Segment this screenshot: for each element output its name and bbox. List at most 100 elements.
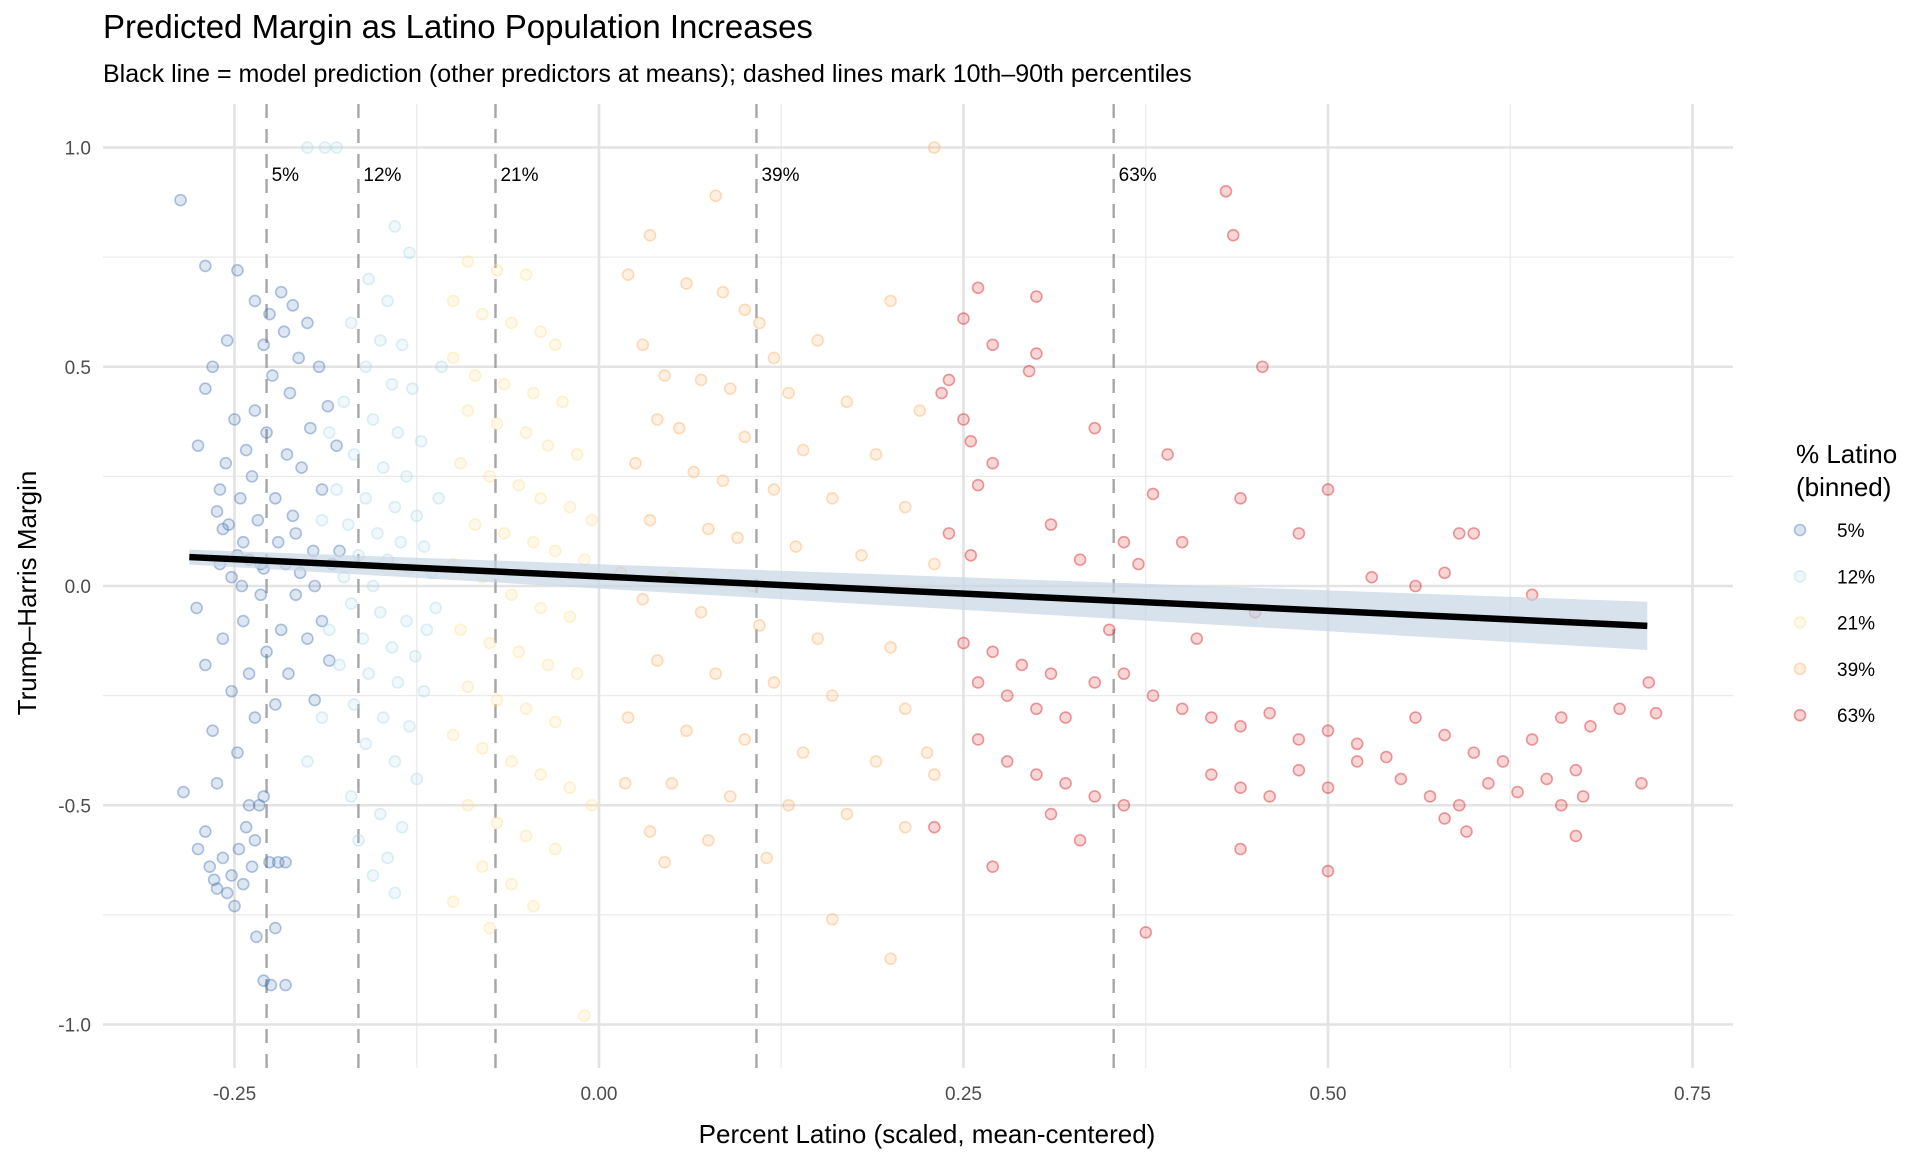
data-point (252, 798, 266, 812)
data-point (1146, 487, 1160, 501)
data-point (1482, 777, 1495, 790)
data-point (248, 834, 262, 847)
data-point (454, 456, 467, 470)
x-tick-labels: -0.25 0.00 0.25 0.50 0.75 (213, 1084, 1711, 1105)
data-point (1000, 755, 1014, 768)
data-point (1000, 689, 1014, 702)
data-point (388, 886, 402, 900)
data-point (239, 820, 253, 834)
data-point (304, 421, 317, 435)
data-point (548, 544, 562, 558)
data-point (556, 395, 569, 409)
data-point (621, 268, 635, 281)
percentile-label: 21% (500, 165, 538, 186)
data-point (373, 606, 387, 619)
data-point (1292, 763, 1306, 777)
data-point (225, 570, 238, 584)
data-point (811, 334, 825, 347)
legend-item-63pct: 63% (1793, 706, 1875, 727)
data-point (191, 842, 205, 856)
data-point (216, 851, 230, 865)
legend-item-39pct: 39% (1793, 660, 1875, 681)
data-point (825, 689, 839, 702)
data-point (738, 733, 752, 746)
data-point (1438, 728, 1451, 742)
data-point (621, 711, 635, 724)
data-point (236, 614, 250, 628)
data-point (315, 483, 329, 496)
data-point (446, 294, 460, 308)
legend-item-12pct: 12% (1793, 567, 1875, 588)
data-point (1044, 518, 1058, 531)
data-point (279, 978, 292, 992)
data-point (321, 399, 335, 413)
data-point (1175, 702, 1189, 716)
data-point (301, 141, 314, 154)
data-point (400, 614, 413, 628)
data-point (928, 557, 941, 571)
data-point (376, 461, 390, 474)
legend-label: 63% (1837, 706, 1875, 727)
data-point (527, 899, 540, 913)
data-point (694, 606, 708, 619)
data-point (1088, 790, 1102, 803)
data-point (1059, 777, 1072, 790)
data-point (271, 535, 285, 549)
data-point (228, 899, 241, 913)
data-point (432, 491, 445, 505)
data-point (245, 860, 259, 873)
data-point (337, 395, 351, 409)
data-point (222, 518, 235, 531)
data-point (709, 667, 722, 681)
data-point (1132, 557, 1145, 571)
data-point (410, 772, 424, 786)
data-point (352, 834, 365, 847)
data-point (414, 434, 428, 448)
data-point (702, 834, 715, 847)
data-point (381, 294, 394, 308)
data-point (1642, 676, 1656, 689)
data-point (271, 855, 285, 869)
data-point (490, 263, 504, 277)
data-point (971, 281, 985, 295)
data-point (1234, 842, 1247, 856)
data-point (1467, 746, 1481, 759)
data-point (782, 386, 795, 400)
data-point (1321, 864, 1335, 878)
data-point (1117, 667, 1131, 681)
data-point (301, 316, 314, 330)
data-point (1073, 553, 1087, 566)
data-point (570, 448, 584, 461)
series-21pct (446, 255, 599, 1023)
data-point (248, 294, 262, 308)
data-point (1635, 777, 1648, 790)
data-point (512, 478, 526, 492)
data-point (942, 527, 956, 540)
data-point (1044, 667, 1058, 681)
data-point (295, 461, 308, 474)
data-point (964, 549, 978, 562)
data-point (855, 549, 868, 562)
minor-gridlines (103, 104, 1733, 1068)
data-point (385, 377, 399, 391)
data-point (913, 404, 927, 417)
data-point (373, 807, 387, 821)
data-point (206, 724, 219, 738)
data-point (694, 373, 708, 387)
data-point (362, 667, 375, 681)
data-point (1540, 772, 1553, 786)
legend-key-icon (1793, 523, 1807, 537)
data-point (366, 413, 380, 426)
data-point (928, 820, 941, 834)
data-point (207, 873, 221, 887)
data-point (341, 518, 355, 531)
data-point (680, 277, 693, 290)
data-point (636, 338, 650, 352)
data-point (315, 614, 329, 628)
data-point (957, 413, 970, 426)
y-tick-label: -0.5 (58, 796, 91, 817)
data-point (505, 755, 518, 768)
data-point (289, 527, 303, 540)
percentile-label: 63% (1119, 165, 1157, 186)
data-point (1584, 720, 1597, 733)
